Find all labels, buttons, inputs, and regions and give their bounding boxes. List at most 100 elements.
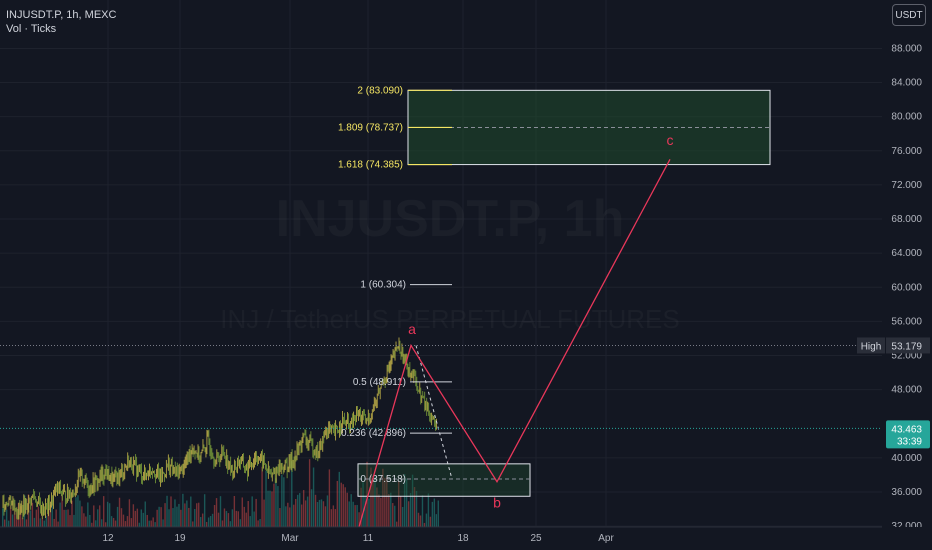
volume-bar bbox=[241, 497, 243, 527]
volume-bar bbox=[435, 514, 438, 527]
volume-bar bbox=[174, 499, 176, 527]
volume-bar bbox=[318, 499, 321, 527]
volume-bar bbox=[164, 503, 166, 527]
currency-button[interactable]: USDT bbox=[892, 4, 926, 26]
volume-bar bbox=[43, 520, 45, 527]
volume-bar bbox=[415, 490, 418, 527]
volume-bar bbox=[118, 497, 121, 527]
volume-bar bbox=[120, 508, 123, 527]
volume-bar bbox=[312, 467, 315, 527]
volume-bar bbox=[170, 496, 172, 527]
volume-bar bbox=[213, 505, 216, 527]
volume-bar bbox=[95, 520, 97, 527]
volume-indicator-label[interactable]: Vol · Ticks bbox=[6, 23, 57, 35]
y-tick-label: 52.000 bbox=[891, 351, 922, 362]
volume-bar bbox=[316, 502, 319, 527]
wave-label-c: c bbox=[667, 132, 674, 148]
volume-bar bbox=[37, 506, 40, 527]
volume-bar bbox=[330, 509, 333, 527]
volume-bar bbox=[354, 505, 356, 527]
high-value-tag bbox=[886, 337, 930, 354]
volume-bar bbox=[306, 496, 309, 527]
volume-bar bbox=[380, 497, 382, 527]
y-tick-label: 48.000 bbox=[891, 385, 922, 396]
volume-bar bbox=[67, 509, 69, 527]
volume-bar bbox=[378, 494, 380, 527]
y-tick-label: 60.000 bbox=[891, 282, 922, 293]
volume-bar bbox=[112, 517, 115, 527]
volume-bar bbox=[19, 506, 22, 527]
volume-bar bbox=[320, 499, 323, 527]
volume-bar bbox=[134, 510, 137, 527]
volume-bar bbox=[223, 508, 226, 527]
volume-bar bbox=[138, 522, 141, 527]
volume-bar bbox=[225, 510, 228, 527]
volume-bar bbox=[142, 512, 144, 527]
symbol-title[interactable]: INJUSDT.P, 1h, MEXC bbox=[6, 9, 117, 21]
volume-bar bbox=[128, 499, 131, 527]
volume-bar bbox=[433, 498, 436, 527]
volume-bar bbox=[81, 506, 83, 527]
watermark-subtitle: INJ / TetherUS PERPETUAL FUTURES bbox=[220, 304, 679, 334]
y-tick-label: 80.000 bbox=[891, 112, 922, 123]
volume-bar bbox=[83, 513, 85, 527]
volume-bar bbox=[180, 509, 182, 527]
volume-bar bbox=[257, 520, 259, 527]
volume-bar bbox=[386, 475, 388, 527]
y-tick-label: 72.000 bbox=[891, 180, 922, 191]
volume-bar bbox=[235, 510, 238, 527]
volume-bar bbox=[243, 506, 245, 527]
volume-bar bbox=[227, 513, 230, 527]
high-label-tag bbox=[857, 337, 885, 354]
volume-bar bbox=[368, 498, 370, 527]
y-tick-label: 84.000 bbox=[891, 78, 922, 89]
volume-bar bbox=[417, 512, 420, 527]
volume-bar bbox=[79, 500, 81, 527]
y-tick-label: 32.000 bbox=[891, 521, 922, 532]
volume-bar bbox=[13, 503, 16, 527]
volume-bar bbox=[310, 489, 313, 527]
y-tick-label: 56.000 bbox=[891, 316, 922, 327]
volume-bar bbox=[255, 498, 257, 527]
volume-bar bbox=[91, 522, 93, 527]
volume-bar bbox=[215, 498, 218, 527]
volume-bar bbox=[390, 492, 392, 527]
last-price-value: 43.463 bbox=[891, 424, 922, 435]
volume-bar bbox=[104, 522, 107, 527]
volume-bar bbox=[75, 497, 77, 527]
volume-bar bbox=[99, 505, 101, 527]
volume-bar bbox=[267, 490, 269, 527]
volume-bar bbox=[300, 504, 303, 527]
volume-bar bbox=[211, 513, 214, 527]
volume-bar bbox=[201, 513, 204, 527]
volume-bar bbox=[114, 520, 117, 527]
volume-bar bbox=[271, 491, 273, 527]
volume-bar bbox=[437, 500, 439, 527]
volume-bar bbox=[154, 522, 156, 527]
volume-bar bbox=[93, 505, 95, 527]
volume-bar bbox=[407, 501, 410, 527]
volume-bar bbox=[126, 516, 129, 527]
volume-bar bbox=[237, 511, 240, 527]
volume-bar bbox=[140, 509, 142, 527]
volume-bar bbox=[259, 518, 261, 527]
volume-bar bbox=[322, 501, 325, 527]
fib-level-label: 1.809 (78.737) bbox=[338, 122, 403, 133]
volume-bar bbox=[178, 503, 180, 527]
volume-bar bbox=[245, 512, 247, 527]
fib-level-label: 2 (83.090) bbox=[357, 85, 403, 96]
volume-bar bbox=[283, 477, 285, 527]
y-tick-label: 40.000 bbox=[891, 453, 922, 464]
y-tick-label: 76.000 bbox=[891, 146, 922, 157]
volume-bar bbox=[324, 506, 327, 527]
volume-bar bbox=[166, 495, 168, 527]
volume-bar bbox=[144, 501, 146, 527]
volume-bar bbox=[152, 517, 154, 527]
volume-bar bbox=[366, 461, 368, 527]
fib-level-label: 0.5 (48.911) bbox=[353, 377, 406, 388]
volume-bar bbox=[35, 509, 38, 527]
volume-bar bbox=[207, 517, 210, 527]
volume-bar bbox=[87, 502, 89, 527]
volume-bar bbox=[328, 469, 331, 527]
